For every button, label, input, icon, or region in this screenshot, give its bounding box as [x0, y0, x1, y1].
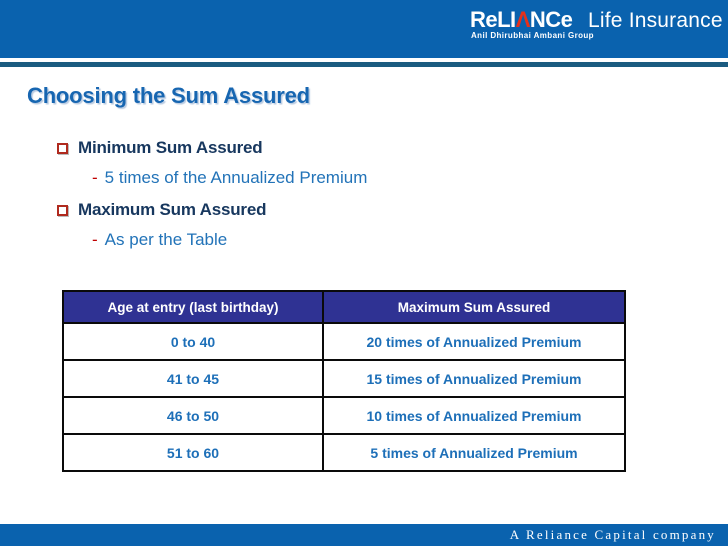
- cell-max-sum: 15 times of Annualized Premium: [322, 359, 626, 398]
- dash-bullet-icon: -: [92, 230, 98, 249]
- header-divider-line: [0, 62, 728, 67]
- bullet-maximum-sum-assured: Maximum Sum Assured: [57, 200, 266, 220]
- dash-bullet-icon: -: [92, 168, 98, 187]
- cell-max-sum: 5 times of Annualized Premium: [322, 433, 626, 472]
- footer-bar: A Reliance Capital company: [0, 524, 728, 546]
- table-header-age: Age at entry (last birthday): [62, 290, 324, 324]
- bullet-minimum-sum-assured: Minimum Sum Assured: [57, 138, 263, 158]
- square-bullet-icon: [57, 142, 68, 154]
- logo-triangle-icon: Λ: [515, 7, 531, 32]
- header-bar: ReLIΛNCe Life Insurance Anil Dhirubhai A…: [0, 0, 728, 58]
- square-bullet-icon: [57, 204, 68, 216]
- subbullet-maximum-detail: - As per the Table: [92, 230, 227, 250]
- table-header-max: Maximum Sum Assured: [322, 290, 626, 324]
- subbullet-minimum-detail: - 5 times of the Annualized Premium: [92, 168, 367, 188]
- bullet-label: Minimum Sum Assured: [78, 138, 263, 157]
- table-row: 51 to 60 5 times of Annualized Premium: [62, 433, 626, 472]
- logo-product-name: Life Insurance: [588, 9, 723, 32]
- cell-age-band: 51 to 60: [62, 433, 324, 472]
- footer-tagline: A Reliance Capital company: [509, 527, 716, 542]
- table-header-row: Age at entry (last birthday) Maximum Sum…: [62, 290, 626, 324]
- cell-age-band: 46 to 50: [62, 396, 324, 435]
- cell-age-band: 41 to 45: [62, 359, 324, 398]
- sum-assured-table: Age at entry (last birthday) Maximum Sum…: [62, 290, 626, 472]
- bullet-label: Maximum Sum Assured: [78, 200, 267, 219]
- subbullet-text: 5 times of the Annualized Premium: [104, 168, 368, 187]
- logo-wordmark-pre: ReLI: [470, 7, 516, 32]
- table-row: 41 to 45 15 times of Annualized Premium: [62, 359, 626, 398]
- header-white-strip: [0, 58, 728, 62]
- table-row: 46 to 50 10 times of Annualized Premium: [62, 396, 626, 435]
- cell-age-band: 0 to 40: [62, 322, 324, 361]
- subbullet-text: As per the Table: [104, 230, 228, 249]
- logo-wordmark-post: NCe: [529, 7, 573, 32]
- reliance-logo: ReLIΛNCe: [470, 7, 573, 32]
- table-row: 0 to 40 20 times of Annualized Premium: [62, 322, 626, 361]
- cell-max-sum: 20 times of Annualized Premium: [322, 322, 626, 361]
- logo-subtitle: Anil Dhirubhai Ambani Group: [471, 31, 594, 40]
- page-title: Choosing the Sum Assured: [27, 83, 310, 108]
- cell-max-sum: 10 times of Annualized Premium: [322, 396, 626, 435]
